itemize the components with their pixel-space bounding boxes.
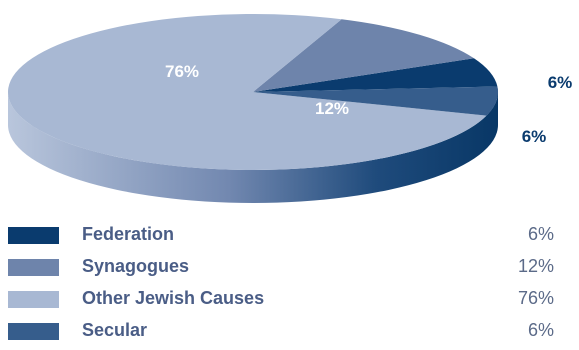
legend: Federation 6% Synagogues 12% Other Jewis…: [8, 222, 568, 350]
pie-top: [7, 14, 498, 171]
legend-label-synagogues: Synagogues: [82, 256, 190, 276]
legend-value-secular: 6%: [527, 320, 554, 340]
legend-value-synagogues: 12%: [517, 256, 554, 276]
pie-slice-synagogues: [253, 19, 474, 92]
legend-item-secular: Secular 6%: [8, 318, 568, 350]
legend-swatch-secular: [8, 323, 59, 340]
pie-slice-federation: [253, 58, 498, 92]
legend-swatch-other-jewish-causes: [8, 291, 59, 308]
pie-labels: 6% 12% 76% 6%: [165, 62, 572, 146]
data-label-synagogues: 12%: [315, 99, 349, 118]
legend-item-synagogues: Synagogues 12%: [8, 254, 568, 286]
pie-slice-secular: [253, 86, 498, 116]
legend-label-secular: Secular: [82, 320, 148, 340]
legend-value-federation: 6%: [527, 224, 554, 244]
legend-label-federation: Federation: [82, 224, 175, 244]
pie-slice-other-jewish-causes: [7, 14, 487, 171]
legend-item-federation: Federation 6%: [8, 222, 568, 254]
legend-value-other-jewish-causes: 76%: [517, 288, 554, 308]
data-label-federation: 6%: [548, 73, 573, 92]
legend-swatch-synagogues: [8, 259, 59, 276]
data-label-secular: 6%: [522, 127, 547, 146]
legend-swatch-federation: [8, 227, 59, 244]
data-label-other-jewish-causes: 76%: [165, 62, 199, 81]
legend-item-other-jewish-causes: Other Jewish Causes 76%: [8, 286, 568, 318]
legend-label-other-jewish-causes: Other Jewish Causes: [82, 288, 265, 308]
pie-side-wall: [8, 92, 498, 203]
